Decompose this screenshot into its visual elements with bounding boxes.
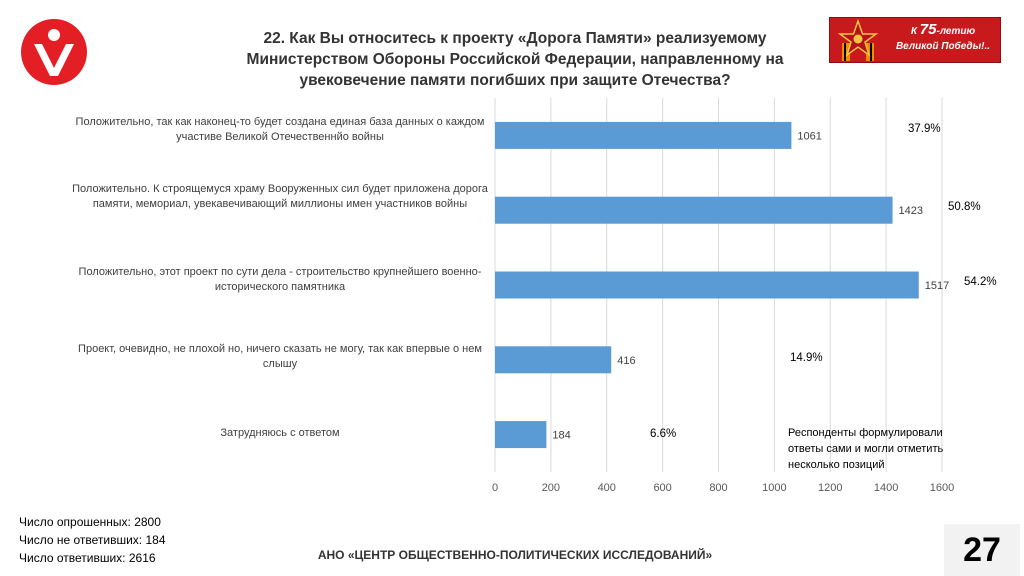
stat-surveyed: Число опрошенных: 2800	[19, 515, 161, 529]
survey-stats: Число опрошенных: 2800 Число не ответивш…	[19, 513, 166, 567]
bar	[495, 121, 792, 149]
percent-label-5: 6.6%	[650, 428, 677, 440]
banner-suffix: -летию	[936, 26, 976, 37]
order-star-icon	[838, 19, 878, 61]
x-tick-label: 600	[653, 482, 671, 494]
stat-not-answered: Число не ответивших: 184	[19, 533, 166, 547]
organization-logo-icon	[21, 19, 87, 85]
bar-value-label: 1061	[797, 130, 821, 142]
banner-prefix: К	[910, 26, 920, 37]
x-tick-label: 1000	[762, 482, 786, 494]
slide-title: 22. Как Вы относитесь к проекту «Дорога …	[246, 30, 784, 89]
percent-label-2: 50.8%	[948, 201, 981, 213]
banner-line2: Великой Победы!..	[895, 41, 991, 52]
x-tick-label: 1400	[874, 482, 898, 494]
x-tick-label: 0	[492, 482, 498, 494]
banner-text: К 75-летию Великой Победы!..	[890, 22, 996, 54]
x-tick-label: 1200	[818, 482, 842, 494]
percent-label-3: 54.2%	[964, 276, 997, 288]
bar-value-label: 1423	[899, 205, 923, 217]
category-label-2: Положительно. К строящемуся храму Вооруж…	[72, 183, 488, 210]
bar	[495, 196, 893, 224]
victory-anniversary-banner: К 75-летию Великой Победы!..	[829, 17, 1001, 63]
bar-value-label: 184	[552, 430, 570, 442]
category-label-3: Положительно, этот проект по сути дела -…	[78, 266, 482, 293]
organization-footer: АНО «ЦЕНТР ОБЩЕСТВЕННО-ПОЛИТИЧЕСКИХ ИССЛ…	[317, 548, 713, 562]
x-tick-label: 800	[709, 482, 727, 494]
respondents-note: Респонденты формулировали ответы сами и …	[788, 427, 944, 471]
bar-value-label: 1517	[925, 280, 949, 292]
banner-number: 75	[919, 21, 937, 38]
bar	[495, 346, 612, 374]
category-label-4: Проект, очевидно, не плохой но, ничего с…	[78, 343, 482, 370]
category-label-1: Положительно, так как наконец-то будет с…	[75, 116, 485, 143]
page-number: 27	[944, 524, 1020, 576]
x-tick-label: 200	[542, 482, 560, 494]
percent-label-4: 14.9%	[790, 352, 823, 364]
x-tick-label: 400	[598, 482, 616, 494]
percent-label-1: 37.9%	[908, 123, 941, 135]
bar	[495, 421, 547, 449]
bar	[495, 271, 919, 299]
category-label-5: Затрудняюсь с ответом	[220, 427, 340, 439]
stat-answered: Число ответивших: 2616	[19, 551, 156, 565]
bar-value-label: 416	[617, 355, 635, 367]
x-tick-label: 1600	[930, 482, 954, 494]
